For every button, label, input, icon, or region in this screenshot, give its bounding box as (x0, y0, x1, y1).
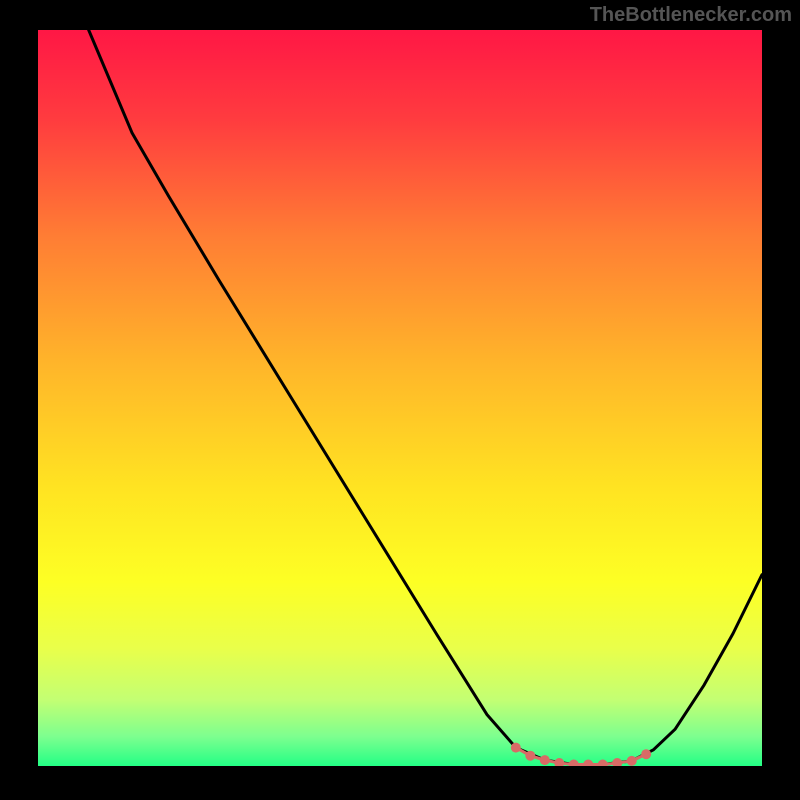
watermark-text: TheBottlenecker.com (590, 4, 792, 27)
plot-area (38, 30, 762, 766)
bottleneck-curve (38, 30, 762, 766)
chart-container: { "watermark": { "text": "TheBottlenecke… (0, 0, 800, 800)
